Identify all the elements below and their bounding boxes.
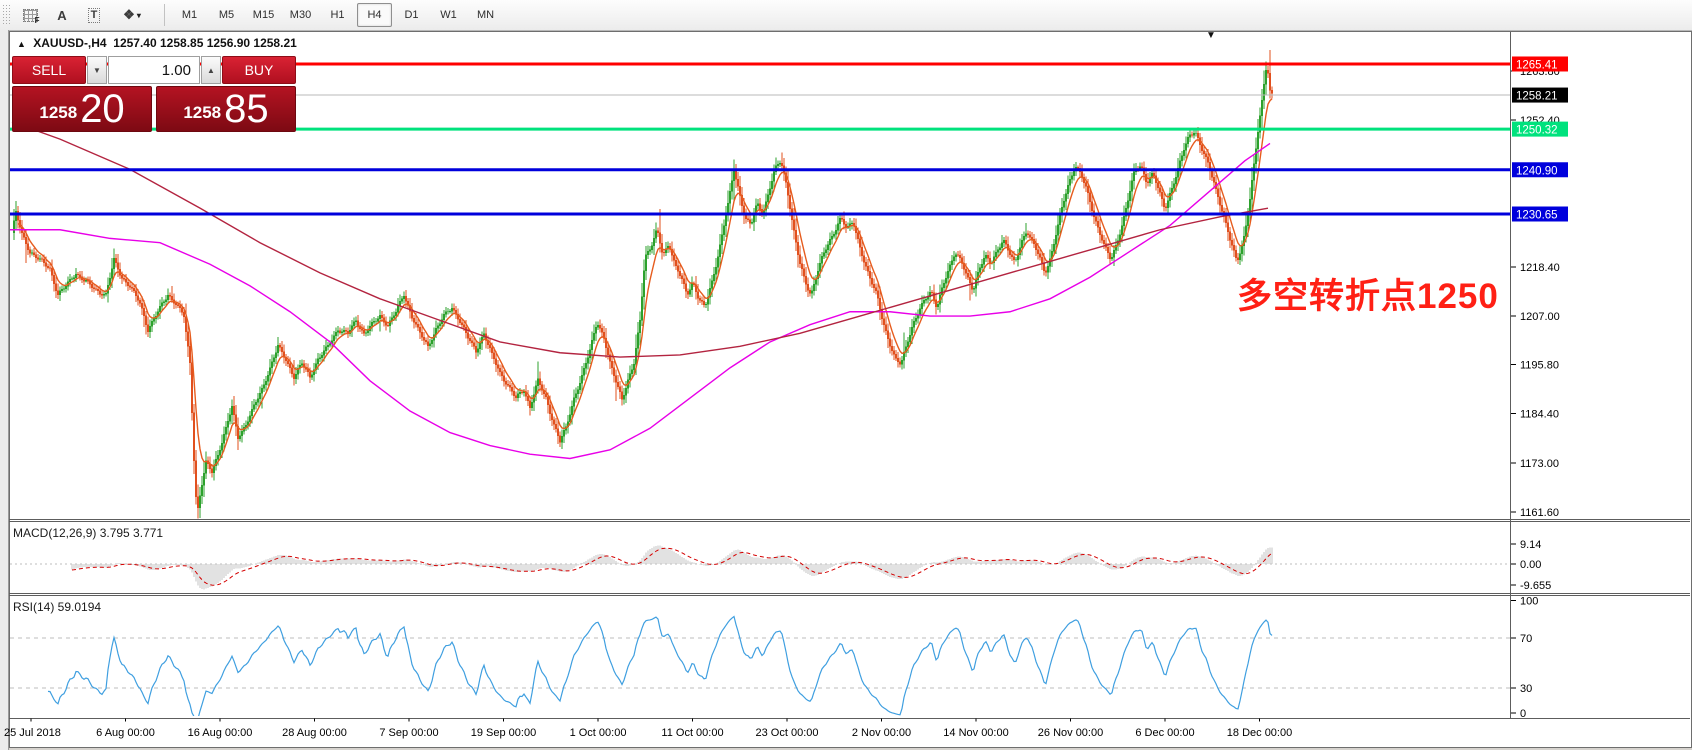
- chart-menu-caret-icon[interactable]: ▼: [1206, 30, 1216, 41]
- y-axis-tick-label: 1207.00: [1520, 311, 1560, 323]
- one-click-collapse-icon[interactable]: ▲: [17, 39, 26, 49]
- one-click-trading-panel: SELL ▼ 1.00 ▲ BUY 1258 20 1258 85: [12, 56, 297, 132]
- macd-scale-label: 0.00: [1520, 559, 1541, 571]
- timeframe-button-mn[interactable]: MN: [476, 9, 495, 21]
- ma-fast-line: [17, 98, 1273, 467]
- toolbar-drag-handle[interactable]: [2, 4, 10, 26]
- ask-price-small: 1258: [183, 103, 222, 122]
- y-axis-tick-label: 1195.80: [1520, 359, 1559, 371]
- price-tag-1230.65-text: 1230.65: [1516, 210, 1558, 222]
- chart-window: ▲ XAUUSD-,H4 1257.40 1258.85 1256.90 125…: [9, 30, 1692, 748]
- timeframe-button-m15[interactable]: M15: [252, 9, 275, 21]
- chevron-down-icon: ▾: [136, 10, 141, 20]
- timeframe-button-w1[interactable]: W1: [440, 9, 457, 21]
- rsi-scale-label: 100: [1520, 596, 1538, 608]
- volume-input[interactable]: 1.00: [108, 56, 200, 84]
- timeframe-button-h4[interactable]: H4: [357, 3, 392, 27]
- toolbar-separator: [164, 4, 165, 26]
- date-axis-label: 1 Oct 00:00: [570, 727, 627, 739]
- y-axis-tick-label: 1173.00: [1520, 458, 1559, 470]
- chart-text-annotation[interactable]: 多空转折点1250: [1237, 277, 1499, 316]
- rsi-panel-series: [10, 615, 1510, 716]
- timeframe-button-h1[interactable]: H1: [330, 9, 345, 21]
- macd-scale-label: -9.655: [1520, 580, 1551, 592]
- price-tag-1240.90: [1512, 162, 1568, 178]
- timeframe-buttons: M1 M5 M15 M30 H1 H4 D1 W1 MN: [171, 3, 504, 27]
- volume-increase-button[interactable]: ▲: [201, 56, 221, 84]
- text-box-icon[interactable]: T: [80, 3, 108, 27]
- ohlc-values: 1257.40 1258.85 1256.90 1258.21: [113, 36, 297, 50]
- price-tag-1230.65: [1512, 206, 1568, 222]
- date-axis-label: 19 Sep 00:00: [471, 727, 536, 739]
- window-left-strip: [0, 30, 9, 750]
- toolbar: F A T ❖ ▾ M1 M5 M15 M30 H1 H4 D1 W1 MN: [0, 0, 1692, 31]
- bid-price-big: 20: [80, 87, 125, 131]
- date-axis-label: 6 Dec 00:00: [1135, 727, 1194, 739]
- date-axis-label: 23 Oct 00:00: [756, 727, 819, 739]
- bid-price-small: 1258: [39, 103, 78, 122]
- timeframe-button-m1[interactable]: M1: [181, 9, 198, 21]
- ma-slow-line: [11, 121, 1269, 358]
- rsi-indicator-label: RSI(14) 59.0194: [13, 600, 102, 614]
- y-axis-tick-label: 1218.40: [1520, 262, 1560, 274]
- text-label-icon[interactable]: A: [57, 7, 67, 23]
- price-tag-1250.32-text: 1250.32: [1516, 125, 1558, 137]
- y-axis-tick-label: 1161.60: [1520, 507, 1559, 519]
- macd-scale-label: 9.14: [1520, 539, 1541, 551]
- ma-mid-line: [10, 142, 1271, 460]
- objects-dropdown-icon[interactable]: ❖ ▾: [123, 7, 141, 22]
- symbol-period-label: XAUUSD-,H4: [33, 36, 107, 50]
- date-axis-label: 25 Jul 2018: [4, 727, 61, 739]
- current-price-tag: [1512, 87, 1568, 103]
- snap-grid-icon[interactable]: F: [16, 3, 44, 27]
- rsi-scale-label: 0: [1520, 708, 1526, 720]
- rsi-scale-label: 70: [1520, 633, 1532, 645]
- y-axis-tick-label: 1184.40: [1520, 409, 1559, 421]
- sell-button[interactable]: SELL: [12, 56, 86, 84]
- date-axis-label: 14 Nov 00:00: [943, 727, 1008, 739]
- timeframe-button-m30[interactable]: M30: [289, 9, 312, 21]
- timeframe-button-m5[interactable]: M5: [218, 9, 235, 21]
- date-axis-label: 16 Aug 00:00: [188, 727, 253, 739]
- date-axis-label: 26 Nov 00:00: [1038, 727, 1103, 739]
- volume-decrease-button[interactable]: ▼: [87, 56, 107, 84]
- rsi-scale-label: 30: [1520, 683, 1532, 695]
- date-axis-label: 11 Oct 00:00: [661, 727, 723, 739]
- macd-indicator-label: MACD(12,26,9) 3.795 3.771: [13, 526, 164, 540]
- price-tag-1240.90-text: 1240.90: [1516, 165, 1558, 177]
- date-axis-label: 7 Sep 00:00: [379, 727, 438, 739]
- ask-price-big: 85: [224, 87, 269, 131]
- timeframe-button-d1[interactable]: D1: [404, 9, 419, 21]
- current-price-tag-text: 1258.21: [1516, 91, 1558, 103]
- date-axis-label: 18 Dec 00:00: [1227, 727, 1292, 739]
- bid-price-tile[interactable]: 1258 20: [12, 86, 153, 132]
- date-axis-label: 2 Nov 00:00: [852, 727, 911, 739]
- price-tag-1265.41-text: 1265.41: [1516, 59, 1558, 71]
- chart-title: ▲ XAUUSD-,H4 1257.40 1258.85 1256.90 125…: [17, 36, 297, 50]
- price-tag-1265.41: [1512, 56, 1568, 72]
- ask-price-tile[interactable]: 1258 85: [155, 86, 297, 132]
- date-axis-label: 6 Aug 00:00: [96, 727, 155, 739]
- macd-panel-series: [10, 545, 1510, 590]
- snap-grid-letter: F: [34, 15, 40, 25]
- price-tag-1250.32: [1512, 121, 1568, 137]
- buy-button[interactable]: BUY: [222, 56, 296, 84]
- date-axis-label: 28 Aug 00:00: [282, 727, 347, 739]
